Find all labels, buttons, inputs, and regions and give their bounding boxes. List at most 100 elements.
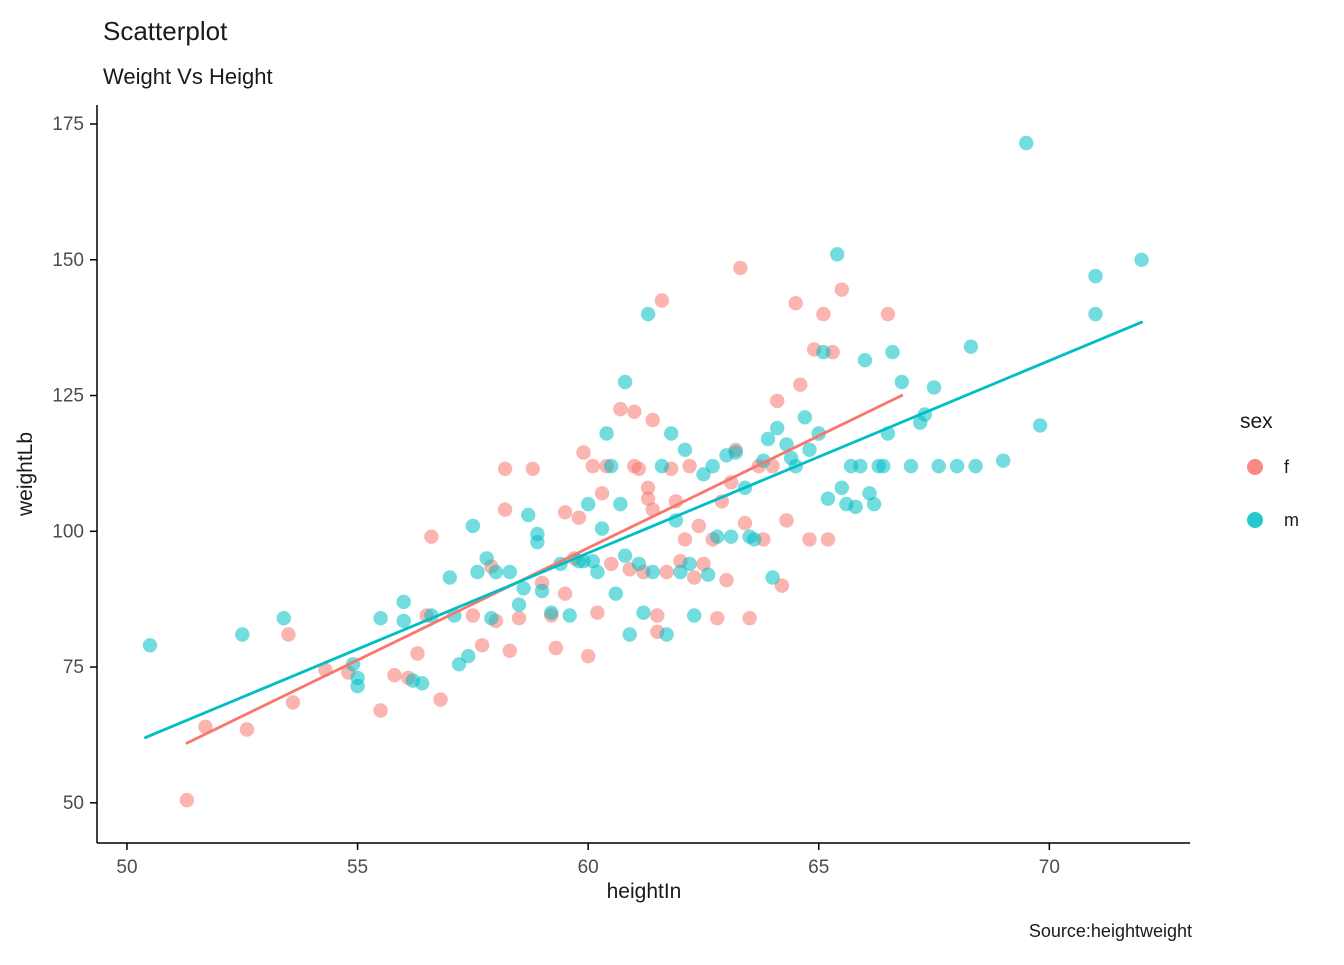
data-point-f [650,608,665,623]
data-point-f [719,573,734,588]
data-point-f [770,393,785,409]
data-point-f [576,445,591,460]
data-point-f [793,377,808,392]
data-point-m [765,570,780,585]
data-point-f [677,532,693,547]
data-point-m [442,570,457,585]
data-point-f [631,461,647,476]
data-point-m [760,431,776,447]
data-point-f [802,532,817,547]
data-point-m [516,581,531,596]
data-point-f [525,461,540,476]
data-point-m [604,458,619,474]
x-tick-label: 65 [808,857,829,878]
data-point-m [502,564,517,580]
data-point-m [996,453,1011,468]
x-axis-ticks: 50 55 60 65 70 [116,843,1060,878]
data-point-m [461,649,476,664]
data-point-m [903,458,919,474]
data-point-f [640,480,656,495]
data-point-f [682,458,697,474]
data-point-m [479,551,494,566]
x-tick-label: 60 [578,857,599,878]
data-point-m [876,458,891,474]
data-point-m [581,496,596,512]
data-point-m [534,583,550,599]
data-point-f [373,703,388,718]
data-point-m [700,567,716,582]
legend-swatch-f [1247,459,1263,475]
data-point-f [687,570,702,585]
data-point-f [497,461,513,476]
data-point-m [599,426,614,441]
data-point-m [885,344,900,360]
data-point-m [830,247,845,262]
data-point-m [894,374,909,390]
data-point-m [276,611,291,626]
data-point-f [497,502,513,517]
data-point-m [797,410,813,425]
data-point-f [696,556,711,572]
data-point-m [488,564,504,580]
chart-title: Scatterplot [103,16,228,46]
data-point-m [640,306,656,322]
data-point-f [557,505,573,520]
data-point-f [590,605,605,620]
data-point-f [511,611,527,626]
legend: sex f m [1240,410,1299,530]
data-point-m [622,627,637,642]
data-point-f [774,578,790,593]
data-point-f [424,529,439,544]
data-point-f [502,643,517,658]
data-point-f [710,611,725,626]
data-point-m [484,611,499,626]
trend-line-f [185,394,904,745]
data-point-f [645,412,660,428]
data-point-f [387,668,402,683]
y-tick-label: 100 [52,521,84,542]
data-point-m [142,638,158,653]
data-point-f [548,640,564,656]
data-point-m [465,518,481,534]
data-point-f [604,556,619,572]
data-point-m [617,548,633,563]
data-point-f [654,293,670,308]
data-point-f [737,515,753,531]
data-point-f [198,719,213,734]
data-point-m [696,467,711,482]
data-point-f [410,646,425,661]
data-point-f [834,282,849,297]
data-point-m [590,564,605,580]
data-point-m [594,521,610,536]
data-point-m [963,339,979,354]
data-point-m [544,605,559,620]
data-point-f [285,695,301,710]
data-point-m [350,678,365,694]
y-tick-label: 125 [52,386,84,407]
data-point-m [710,529,725,544]
chart-caption: Source:heightweight [1029,921,1192,941]
data-point-m [728,445,743,460]
data-point-m [779,437,794,452]
data-point-m [677,442,693,457]
data-point-m [608,586,623,601]
data-point-m [866,496,882,512]
legend-label-m: m [1284,510,1299,530]
y-axis-ticks: 50 75 100 125 150 175 [52,114,97,814]
data-point-m [949,458,965,474]
data-point-f [779,513,794,528]
data-point-m [530,535,545,550]
legend-label-f: f [1284,457,1290,477]
data-point-m [664,426,679,441]
data-point-f [433,692,448,707]
data-point-m [931,458,946,474]
data-point-m [747,532,762,547]
data-point-f [281,627,296,642]
data-point-f [816,306,831,322]
data-point-m [682,556,697,572]
x-tick-label: 70 [1039,857,1060,878]
data-point-f [474,638,490,653]
data-point-f [788,296,803,311]
data-point-m [396,613,411,629]
